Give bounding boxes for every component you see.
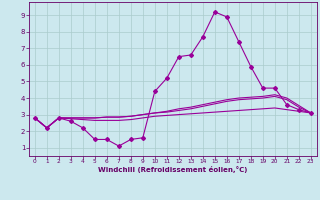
X-axis label: Windchill (Refroidissement éolien,°C): Windchill (Refroidissement éolien,°C) — [98, 166, 247, 173]
